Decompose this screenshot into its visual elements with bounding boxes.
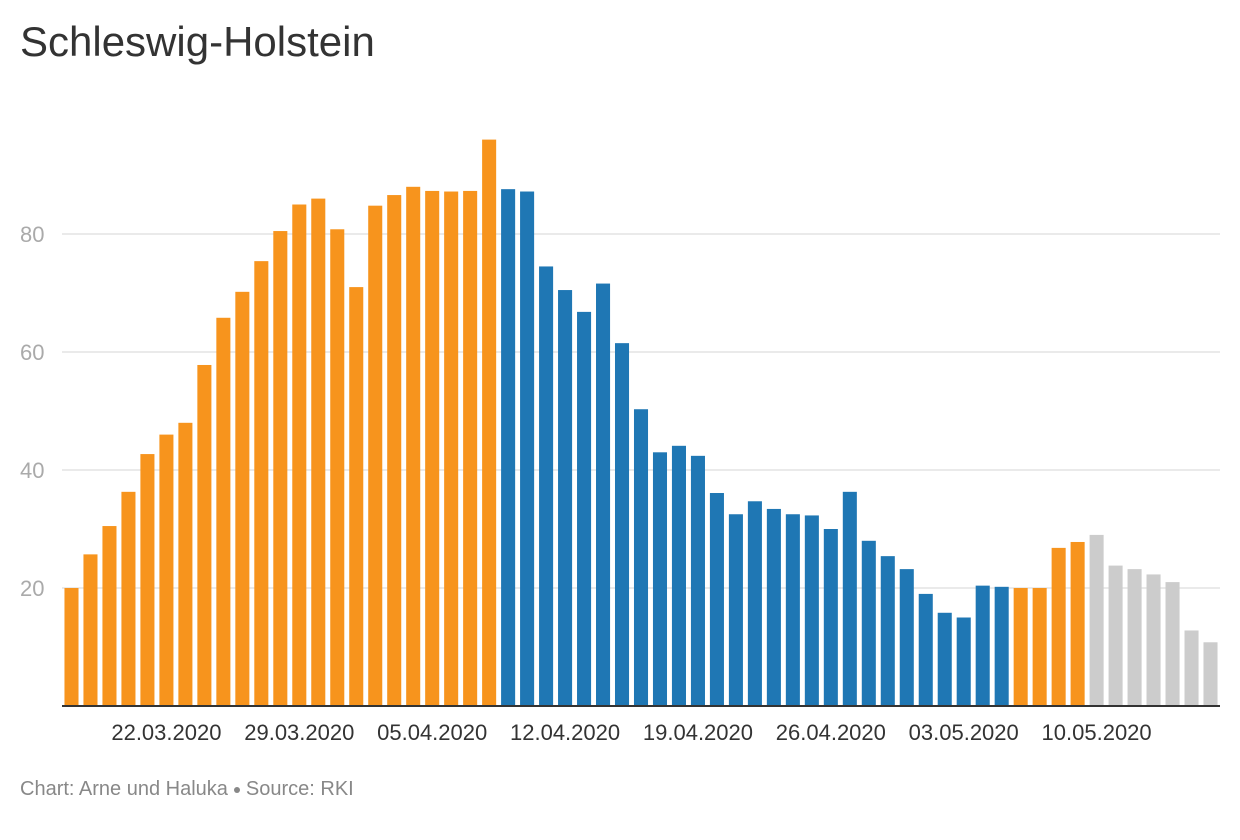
x-tick-label: 19.04.2020 [643, 720, 753, 745]
bar [596, 283, 611, 706]
chart-footer: Chart: Arne und Haluka Source: RKI [20, 778, 354, 801]
y-tick-label: 60 [20, 340, 44, 365]
bar [994, 586, 1009, 706]
bar [804, 515, 819, 706]
bar [1165, 582, 1180, 706]
bars [64, 139, 1218, 707]
x-tick-label: 12.04.2020 [510, 720, 620, 745]
bar [235, 291, 250, 706]
bar [368, 205, 383, 706]
bar [709, 493, 724, 706]
bar [159, 434, 174, 706]
bar [956, 617, 971, 706]
bar [747, 501, 762, 706]
bar [1146, 574, 1161, 706]
bar [614, 343, 630, 706]
source-text: Source: RKI [245, 778, 354, 800]
bar [482, 139, 497, 707]
bar [197, 364, 212, 706]
credit-text: Chart: Arne und Haluka [20, 778, 228, 800]
y-tick-label: 20 [20, 576, 44, 601]
bar [1108, 565, 1123, 706]
bar [406, 186, 421, 707]
bar [1184, 630, 1199, 706]
bar [387, 195, 402, 706]
bar [64, 588, 79, 706]
bar [349, 287, 364, 706]
x-tick-label: 05.04.2020 [377, 720, 487, 745]
bar [728, 514, 743, 706]
y-axis-labels: 20 40 60 80 [20, 222, 44, 601]
bar [178, 422, 193, 706]
bar [899, 569, 914, 706]
bar [254, 261, 269, 706]
bar [558, 290, 573, 706]
bar [102, 526, 117, 706]
bar [823, 529, 838, 706]
bar [273, 231, 288, 707]
bar [671, 445, 686, 706]
bar [330, 229, 345, 706]
bar [633, 409, 649, 706]
bar [1127, 569, 1142, 706]
bar [463, 190, 478, 706]
bar [425, 190, 440, 706]
bar [292, 204, 307, 706]
x-tick-label: 22.03.2020 [111, 720, 221, 745]
bar [577, 311, 592, 706]
bar [975, 585, 990, 706]
bar [690, 455, 705, 706]
x-tick-label: 03.05.2020 [909, 720, 1019, 745]
bar [918, 593, 933, 706]
bar [785, 514, 800, 706]
bar [444, 191, 459, 706]
bar [880, 556, 895, 706]
bar [766, 508, 781, 706]
bar [216, 317, 231, 706]
bar [311, 198, 326, 706]
bar [1051, 547, 1066, 706]
bar [861, 540, 876, 706]
bar [83, 554, 98, 706]
bar [140, 454, 155, 706]
chart-title: Schleswig-Holstein [20, 18, 375, 65]
x-tick-label: 29.03.2020 [244, 720, 354, 745]
bar [1089, 534, 1104, 706]
bar [937, 612, 952, 706]
x-axis-labels: 22.03.2020 29.03.2020 05.04.2020 12.04.2020… [111, 720, 1151, 745]
bar [121, 491, 136, 706]
y-tick-label: 80 [20, 222, 44, 247]
x-tick-label: 26.04.2020 [776, 720, 886, 745]
bar [1070, 541, 1085, 706]
bar [520, 191, 535, 706]
bar [501, 189, 516, 706]
separator-dot-icon [233, 786, 240, 793]
bar [652, 452, 668, 706]
bar [842, 491, 857, 706]
bar [1203, 642, 1218, 706]
bar [1032, 588, 1047, 706]
y-tick-label: 40 [20, 458, 44, 483]
bar [539, 266, 554, 706]
x-tick-label: 10.05.2020 [1042, 720, 1152, 745]
bar [1013, 588, 1028, 706]
